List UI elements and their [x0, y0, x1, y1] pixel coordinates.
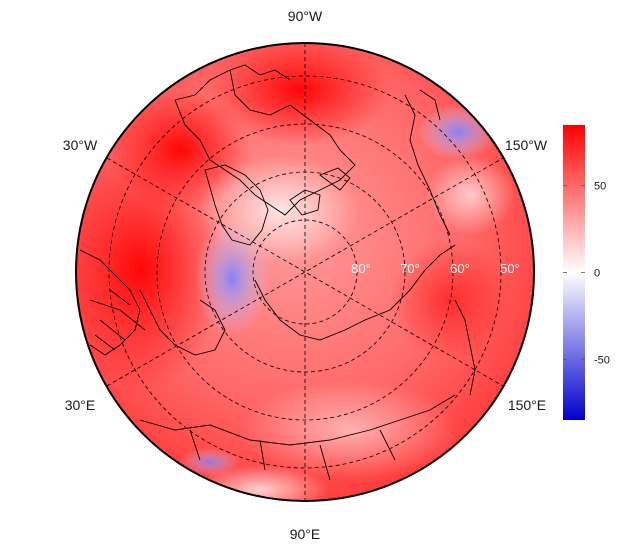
lat-label-70: 70° — [400, 261, 420, 276]
latitude-circle-60 — [156, 123, 454, 421]
lon-label-30w: 30°W — [63, 137, 98, 153]
graticule — [106, 43, 504, 501]
lon-label-90w: 90°W — [288, 8, 323, 24]
lon-label-90e: 90°E — [290, 526, 321, 542]
lon-label-30e: 30°E — [65, 397, 96, 413]
map-field — [76, 43, 534, 501]
latitude-circle-50 — [108, 75, 502, 469]
latitude-circle-80 — [252, 219, 358, 325]
colorbar-tick-label-2: -50 — [594, 354, 610, 366]
colorbar-tick-label-1: 0 — [594, 268, 600, 280]
colorbar-gradient — [563, 125, 585, 420]
lat-label-80: 80° — [351, 261, 371, 276]
map-border — [75, 42, 535, 502]
lon-label-150w: 150°W — [505, 137, 548, 153]
colorbar-tick-label-0: 50 — [594, 181, 606, 193]
lat-label-50: 50° — [500, 261, 520, 276]
meridian-150 — [106, 157, 504, 387]
lon-label-150e: 150°E — [508, 397, 546, 413]
colorbar: 50 0 -50 — [563, 125, 610, 420]
lat-label-60: 60° — [450, 261, 470, 276]
meridian-30 — [106, 157, 504, 387]
coastlines — [79, 64, 476, 481]
